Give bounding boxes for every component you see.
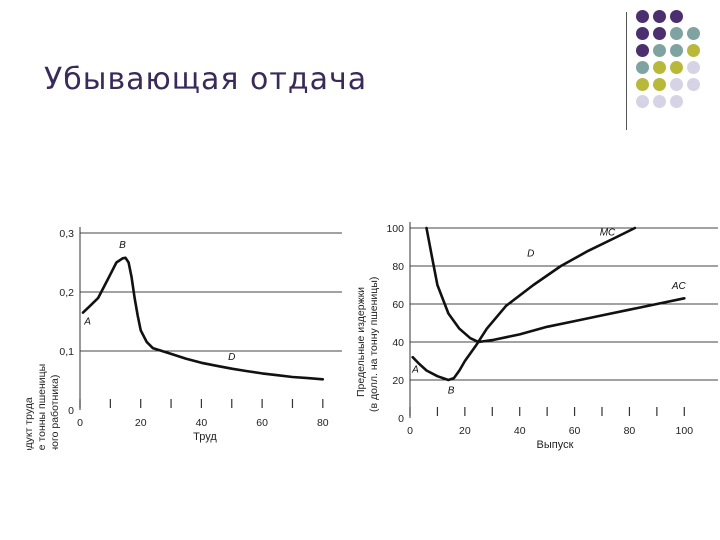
- y-tick-label: 0: [68, 405, 74, 417]
- x-tick-label: 60: [256, 417, 268, 429]
- x-axis-label: Труд: [193, 431, 217, 443]
- y-tick-label: 0,1: [59, 346, 74, 358]
- decorative-dot: [670, 10, 683, 23]
- y-axis-label-line1: Предельный продукт труда: [23, 397, 35, 450]
- decorative-dot: [636, 27, 649, 40]
- slide-title: Убывающая отдача: [44, 62, 368, 97]
- point-label: MC: [600, 228, 616, 239]
- decorative-dot: [636, 61, 649, 74]
- decorative-dot: [653, 44, 666, 57]
- decorative-dot: [670, 44, 683, 57]
- series-line-mc: [411, 226, 637, 382]
- decorative-dot: [687, 44, 700, 57]
- y-tick-label: 0: [398, 413, 404, 425]
- point-label: B: [448, 385, 455, 396]
- y-tick-label: 0,2: [59, 287, 74, 299]
- marginal-product-chart: 0 0,1 0,2 0,3 0 20 40 60 80 A B D Предельный проду…: [23, 227, 342, 450]
- y-axis-label-line2: (в долл. на тонну пшеницы): [368, 277, 380, 412]
- chart-point-labels: A B D: [83, 240, 235, 363]
- y-tick-label: 60: [392, 299, 404, 311]
- y-tick-label: 20: [392, 375, 404, 387]
- decorative-dot: [670, 95, 683, 108]
- point-label: D: [527, 249, 534, 260]
- y-axis-label-line3: на дополнительного работника): [49, 375, 61, 450]
- decorative-dot: [636, 78, 649, 91]
- x-tick-label: 80: [317, 417, 329, 429]
- x-tick-label: 0: [77, 417, 83, 429]
- decorative-dot: [687, 27, 700, 40]
- marginal-cost-chart: 0 20 40 60 80 100 0 20 40 60 80 100 MC AC D A B Предель…: [355, 222, 718, 451]
- decorative-dot: [670, 27, 683, 40]
- decorative-dot: [653, 27, 666, 40]
- x-tick-label: 80: [624, 425, 636, 437]
- decorative-dot: [636, 44, 649, 57]
- chart-series: [411, 226, 686, 382]
- decorative-dot: [687, 78, 700, 91]
- y-tick-label: 40: [392, 337, 404, 349]
- point-label: A: [83, 316, 91, 327]
- x-tick-label: 40: [196, 417, 208, 429]
- decorative-dot: [636, 10, 649, 23]
- chart-series: [81, 256, 325, 381]
- chart-grid: [410, 227, 718, 381]
- y-tick-label: 80: [392, 261, 404, 273]
- series-line-mp: [81, 256, 325, 381]
- x-tick-label: 100: [676, 425, 694, 437]
- decorative-dot: [670, 78, 683, 91]
- decorative-dot: [687, 61, 700, 74]
- y-tick-label: 0,3: [59, 228, 74, 240]
- decorative-dot: [653, 61, 666, 74]
- x-tick-label: 20: [135, 417, 147, 429]
- point-label: D: [228, 352, 235, 363]
- decorative-dot: [653, 10, 666, 23]
- y-tick-label: 100: [386, 223, 404, 235]
- x-tick-label: 0: [407, 425, 413, 437]
- series-line-ac: [425, 226, 686, 344]
- chart-point-labels: MC AC D A B: [411, 228, 686, 397]
- chart-grid: [80, 232, 342, 352]
- y-axis-label-line1: Предельные издержки: [355, 287, 367, 397]
- x-tick-label: 60: [569, 425, 581, 437]
- decorative-dot: [636, 95, 649, 108]
- divider-line: [626, 12, 627, 130]
- decorative-dot: [653, 78, 666, 91]
- decorative-dot: [670, 61, 683, 74]
- x-axis-label: Выпуск: [537, 439, 574, 451]
- point-label: AC: [671, 281, 687, 292]
- decorative-dot-grid: [636, 10, 720, 120]
- decorative-dot: [653, 95, 666, 108]
- x-tick-label: 20: [459, 425, 471, 437]
- x-tick-label: 40: [514, 425, 526, 437]
- chart-ticks: 0 20 40 60 80 100 0 20 40 60 80 100: [386, 223, 693, 437]
- point-label: B: [119, 240, 126, 251]
- point-label: A: [411, 364, 419, 375]
- y-axis-label-line2: (дополнительные тонны пшеницы: [36, 364, 48, 450]
- chart-ticks: 0 0,1 0,2 0,3 0 20 40 60 80: [59, 228, 328, 429]
